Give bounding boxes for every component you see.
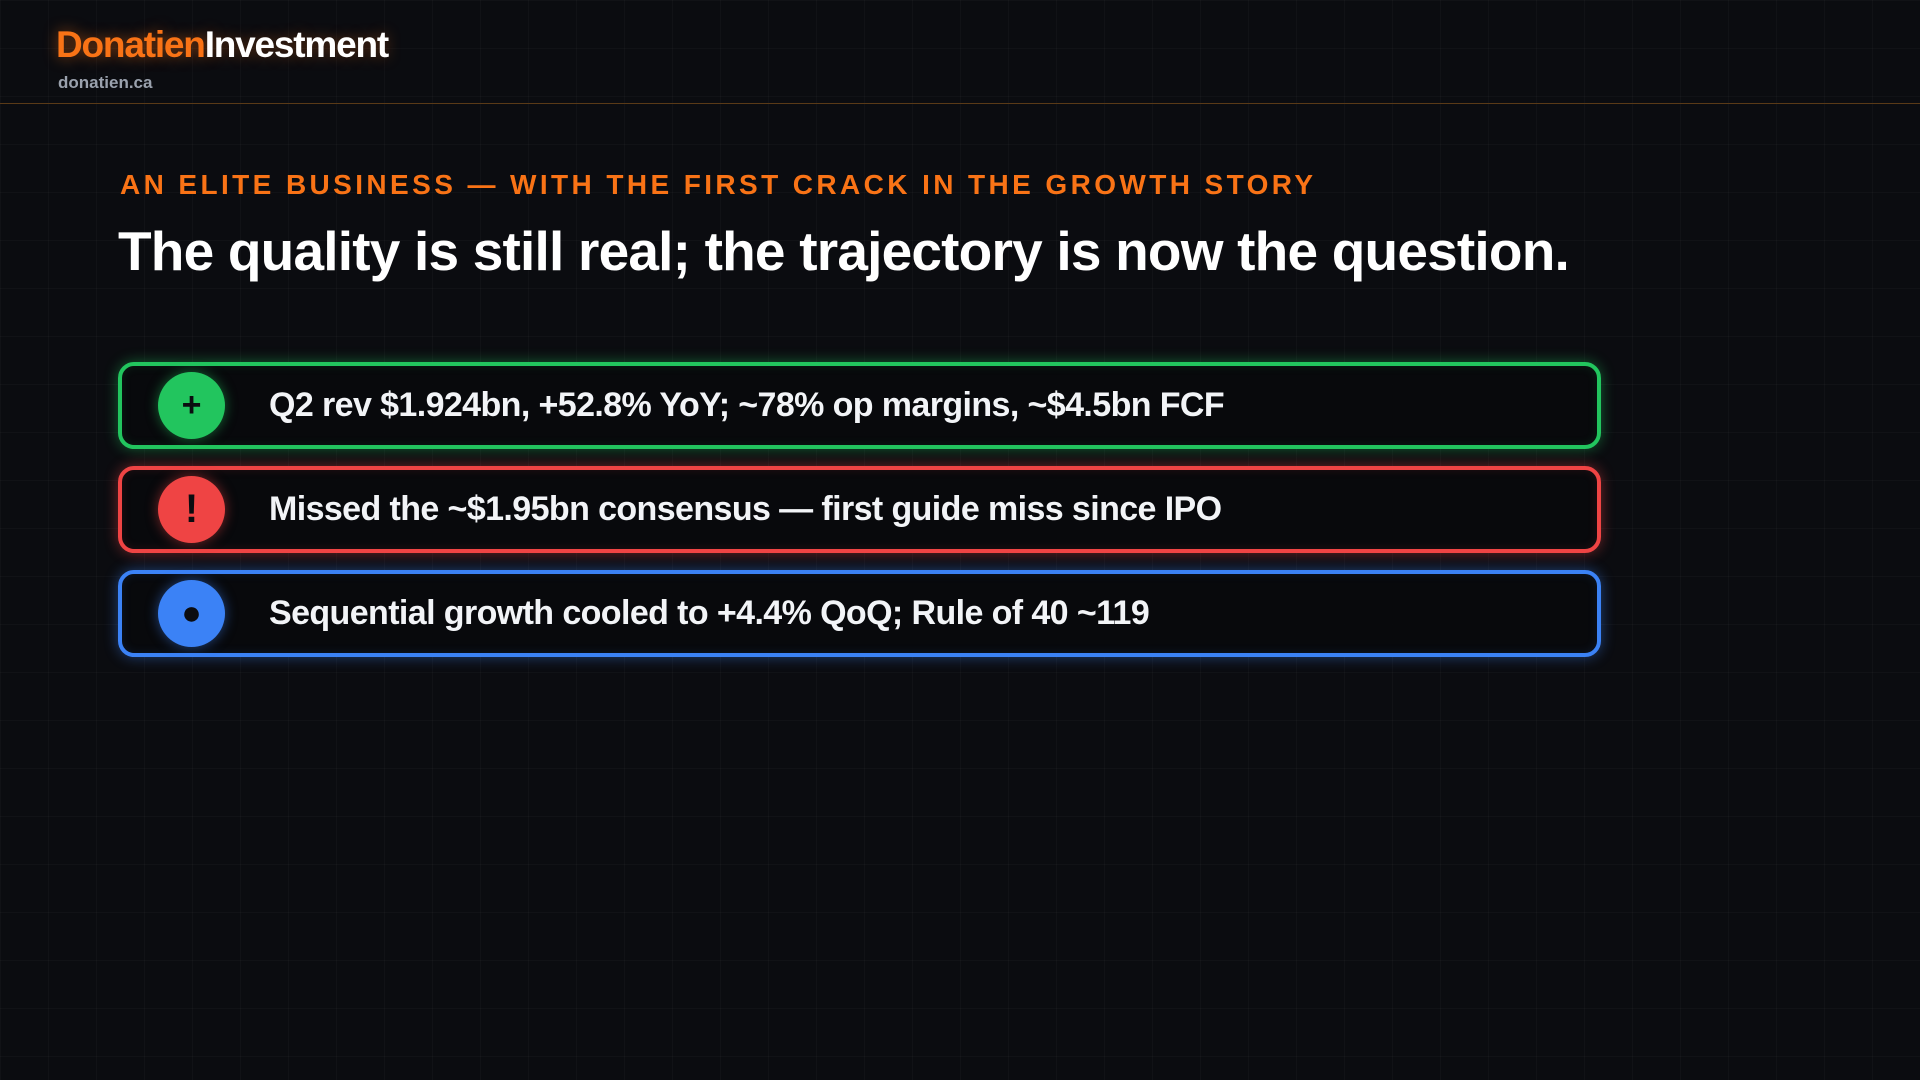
site-url: donatien.ca [58,73,153,92]
brand-name-primary: Donatien [56,24,206,65]
summary-cards: + Q2 rev $1.924bn, +52.8% YoY; ~78% op m… [118,362,1601,674]
card-neutral: ● Sequential growth cooled to +4.4% QoQ;… [118,570,1601,657]
exclamation-icon: ! [158,476,225,543]
brand-logo[interactable]: DonatienInvestment [56,22,390,68]
header: DonatienInvestment donatien.ca [0,0,1920,104]
plus-icon: + [158,372,225,439]
card-neutral-text: Sequential growth cooled to +4.4% QoQ; R… [269,594,1150,632]
brand-name-secondary: Investment [204,24,390,65]
slide-kicker: AN ELITE BUSINESS — WITH THE FIRST CRACK… [120,169,1317,200]
card-warning: ! Missed the ~$1.95bn consensus — first … [118,466,1601,553]
card-positive: + Q2 rev $1.924bn, +52.8% YoY; ~78% op m… [118,362,1601,449]
dot-icon: ● [158,580,225,647]
card-positive-text: Q2 rev $1.924bn, +52.8% YoY; ~78% op mar… [269,386,1225,424]
slide-headline: The quality is still real; the trajector… [118,220,1570,282]
card-warning-text: Missed the ~$1.95bn consensus — first gu… [269,490,1222,528]
